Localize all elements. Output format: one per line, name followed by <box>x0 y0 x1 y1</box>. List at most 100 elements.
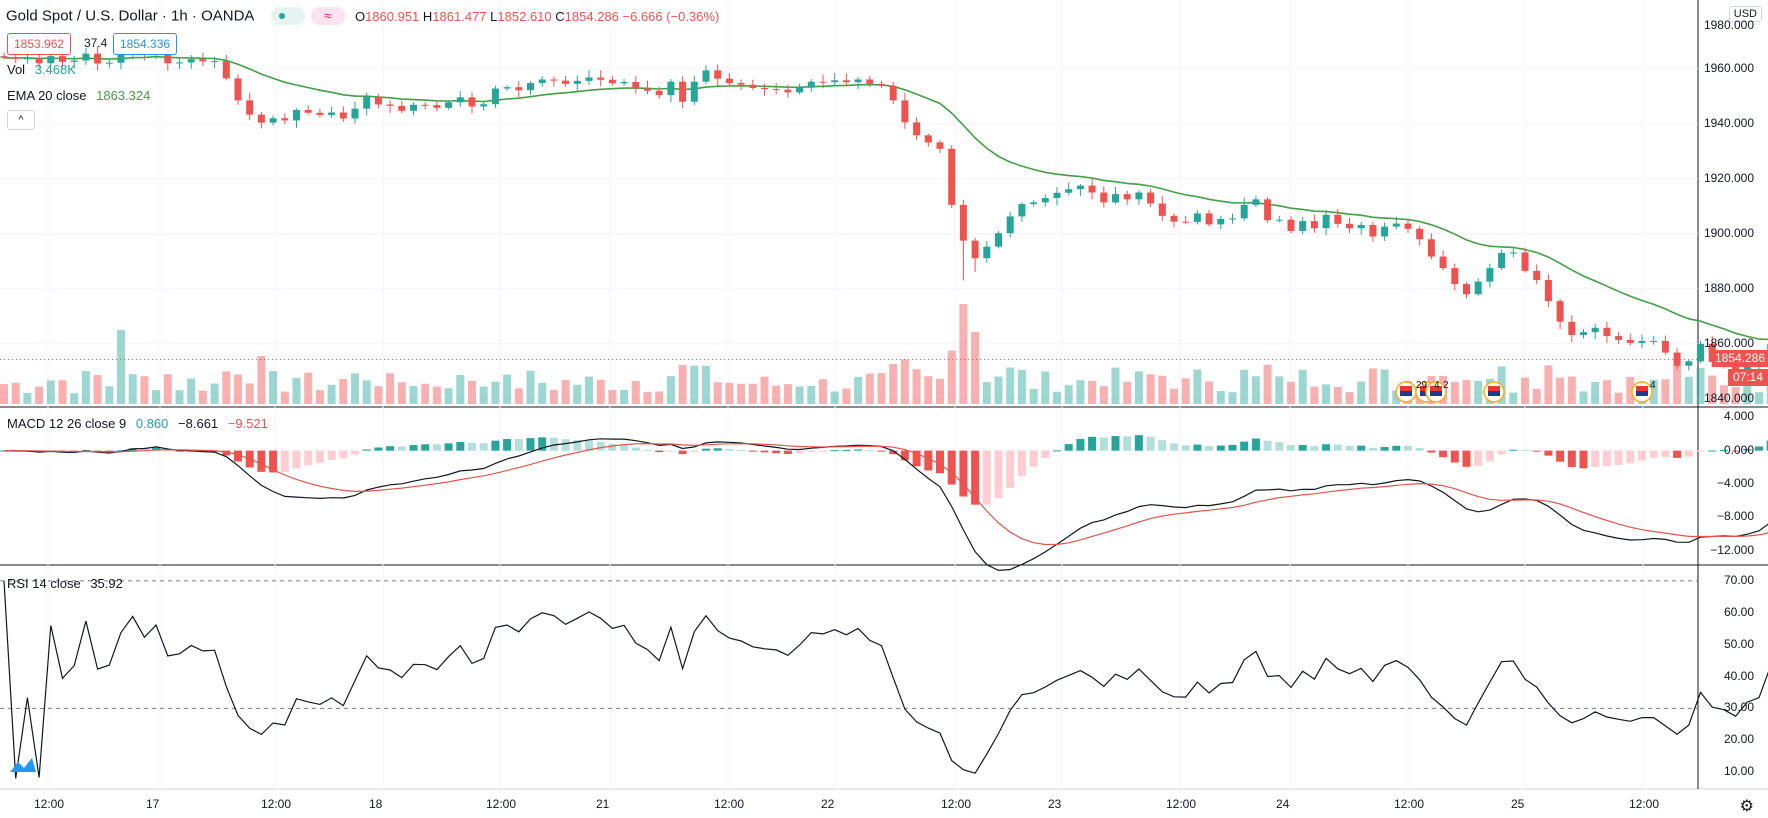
candle-body <box>293 110 300 121</box>
volume-bar <box>1205 381 1214 404</box>
time-tick-label: 12:00 <box>261 797 292 811</box>
volume-bar <box>1017 369 1026 404</box>
macd-histogram-bar <box>105 450 114 452</box>
volume-bar <box>0 384 8 404</box>
macd-histogram-bar <box>421 444 430 451</box>
currency-label[interactable]: USD <box>1728 6 1762 22</box>
volume-bar <box>210 383 219 404</box>
time-tick-label: 22 <box>821 797 835 811</box>
candle-body <box>1217 218 1225 225</box>
macd-histogram-bar <box>982 450 991 505</box>
macd-histogram-bar <box>737 449 746 451</box>
macd-histogram-bar <box>1427 450 1436 453</box>
candle-body <box>1404 223 1412 229</box>
macd-histogram-bar <box>1368 447 1377 451</box>
volume-bar <box>795 386 804 404</box>
macd-histogram-bar <box>210 450 219 453</box>
data-status-icon[interactable]: ≈ <box>310 7 345 26</box>
volume-bar <box>1041 371 1050 404</box>
macd-signal-line <box>3 442 1768 546</box>
macd-histogram-bar <box>1649 450 1658 458</box>
macd-histogram-bar <box>1170 443 1178 451</box>
volume-bar <box>889 363 898 404</box>
macd-legend[interactable]: MACD 12 26 close 9 0.860 −8.661 −9.521 <box>7 416 268 431</box>
volume-value: 3.468K <box>34 62 76 77</box>
candle-body <box>1170 215 1178 222</box>
time-tick-label: 25 <box>1511 797 1525 811</box>
candle-body <box>1369 224 1377 237</box>
price-tick-label: 1920.000 <box>1703 170 1754 185</box>
macd-histogram-bar <box>152 447 161 451</box>
macd-histogram-bar <box>1532 450 1541 452</box>
macd-histogram-bar <box>491 440 500 451</box>
volume-bar <box>971 332 980 404</box>
us-flag-icon <box>1430 391 1442 396</box>
candle-body <box>468 97 476 107</box>
candle-body <box>1638 341 1646 343</box>
time-tick-label: 12:00 <box>1166 797 1197 811</box>
candle-body <box>1509 252 1517 254</box>
volume-bar <box>1614 392 1623 404</box>
time-tick-label: 12:00 <box>486 797 517 811</box>
candle-body <box>842 80 850 83</box>
candle-body <box>1498 253 1506 269</box>
time-tick-label: 18 <box>369 797 383 811</box>
price-tick-label: 1840.000 <box>1703 390 1754 405</box>
candle-body <box>1030 202 1038 205</box>
candle-body <box>1053 192 1061 198</box>
macd-histogram-bar <box>526 438 535 451</box>
rsi-tick-label: 20.00 <box>1723 732 1754 747</box>
candle-body <box>866 79 874 84</box>
volume-bar <box>865 373 874 404</box>
ema-legend[interactable]: EMA 20 close 1863.324 <box>7 88 150 103</box>
us-flag-icon <box>1636 391 1648 396</box>
volume-bar <box>1029 388 1038 404</box>
volume-bar <box>1287 381 1295 404</box>
candle-body <box>807 81 815 88</box>
macd-histogram-bar <box>666 450 675 452</box>
candle-body <box>761 88 768 90</box>
candle-body <box>269 118 277 123</box>
macd-histogram-bar <box>1415 448 1424 451</box>
rsi-tick-label: 30.00 <box>1723 700 1754 715</box>
candle-body <box>784 89 792 93</box>
macd-tick-label: −8.000 <box>1716 509 1754 524</box>
volume-bar <box>1053 391 1061 404</box>
close-value: 1854.286 <box>564 9 619 25</box>
rsi-legend[interactable]: RSI 14 close 35.92 <box>7 576 123 591</box>
macd-histogram-bar <box>1743 448 1752 451</box>
symbol-title[interactable]: Gold Spot / U.S. Dollar · 1h · OANDA <box>6 7 255 25</box>
tradingview-logo-icon[interactable] <box>8 754 38 778</box>
market-open-icon[interactable] <box>270 7 305 26</box>
candle-body <box>47 56 55 64</box>
macd-histogram-bar <box>900 450 909 461</box>
candle-body <box>1275 219 1283 221</box>
candle-body <box>503 87 511 89</box>
volume-bar <box>280 391 289 404</box>
macd-histogram-bar <box>830 450 839 452</box>
sell-button[interactable]: 1853.962 <box>7 33 72 55</box>
volume-bar <box>1626 376 1635 404</box>
macd-histogram-bar <box>222 450 231 456</box>
volume-bar <box>678 364 687 404</box>
volume-legend[interactable]: Vol 3.468K <box>7 62 76 77</box>
settings-gear-icon[interactable]: ⚙ <box>1739 798 1754 815</box>
macd-histogram-bar <box>1193 444 1202 451</box>
macd-histogram-bar <box>819 450 827 452</box>
rsi-line <box>3 580 1768 779</box>
macd-tick-label: −12.000 <box>1710 542 1754 557</box>
buy-button[interactable]: 1854.336 <box>113 33 178 55</box>
volume-bar <box>912 369 921 404</box>
macd-histogram-bar <box>1696 450 1705 452</box>
volume-bar <box>362 380 371 404</box>
volume-bar <box>128 374 137 404</box>
candle-body <box>1533 270 1541 280</box>
volume-bar <box>304 372 313 404</box>
volume-bar <box>140 376 149 404</box>
candle-body <box>1252 199 1260 205</box>
collapse-legend-button[interactable]: ^ <box>7 110 35 130</box>
volume-bar <box>397 382 406 404</box>
time-tick-label: 21 <box>596 797 610 811</box>
macd-tick-label: −4.000 <box>1716 475 1754 490</box>
